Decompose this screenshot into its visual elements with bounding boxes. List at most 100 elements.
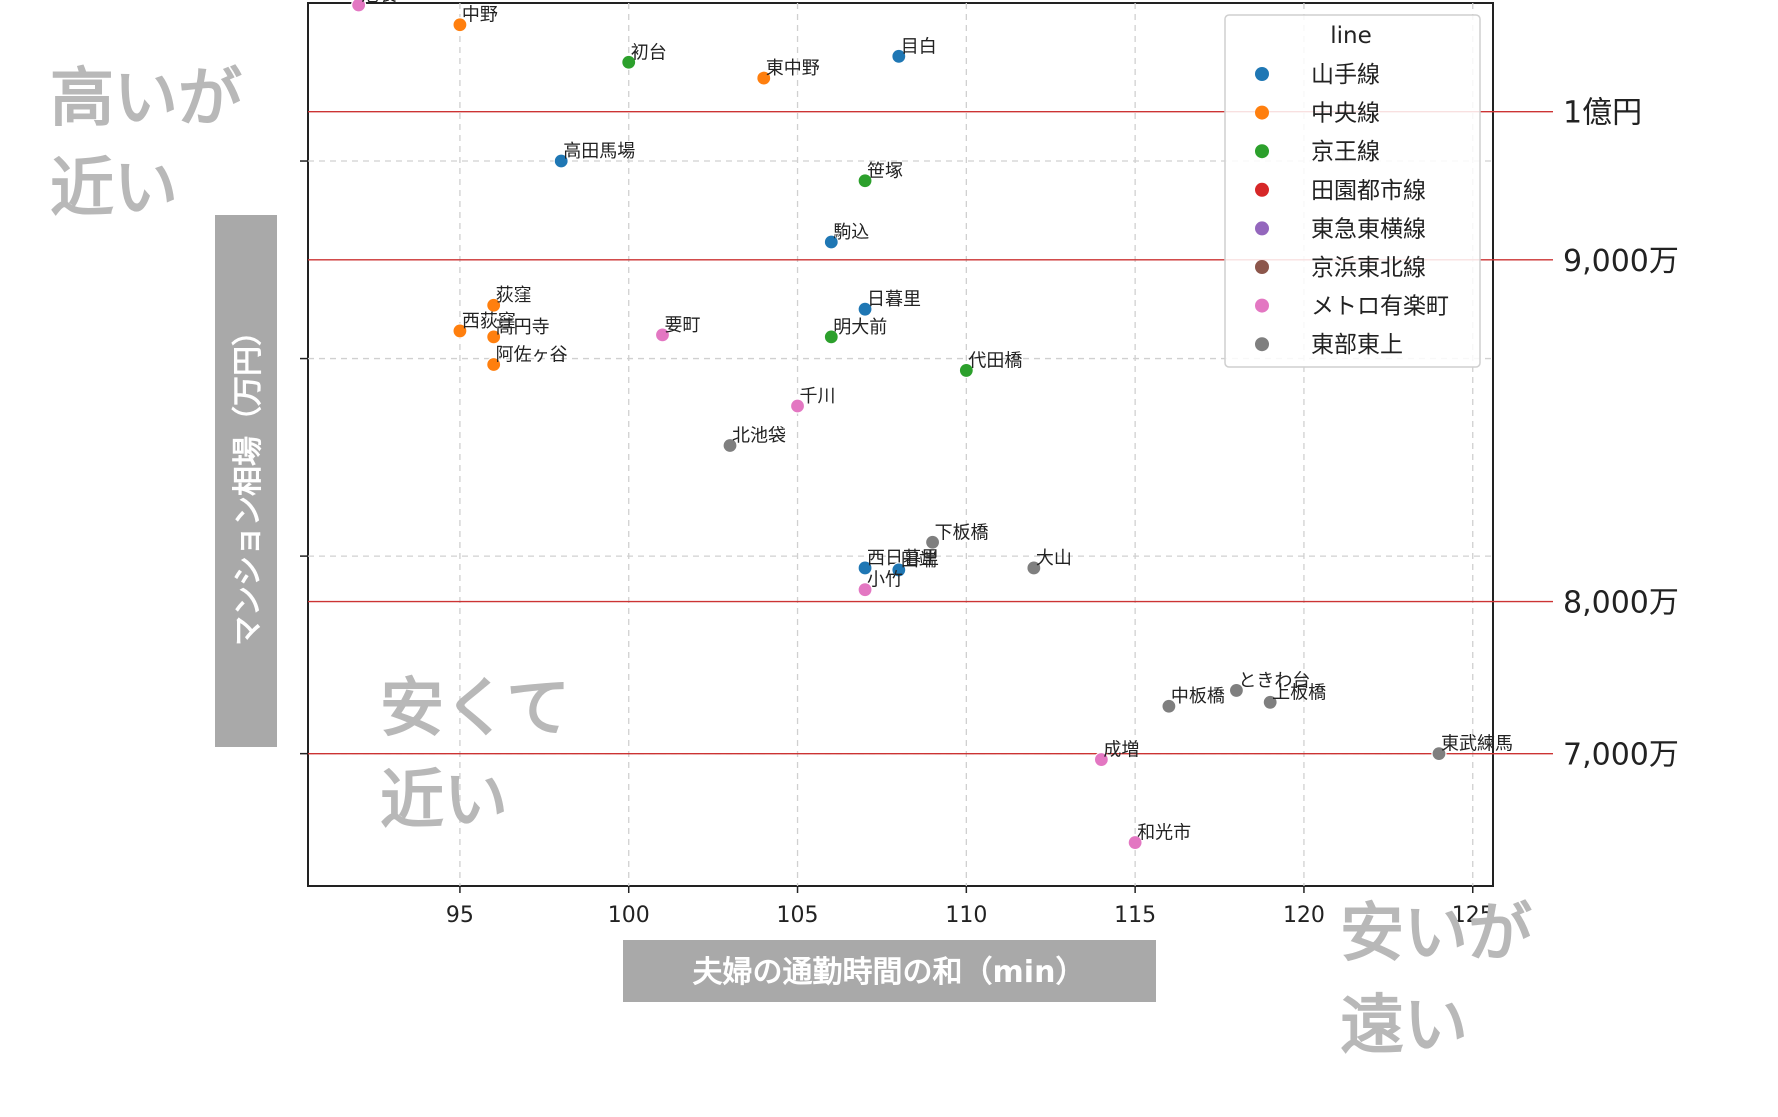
data-point	[452, 17, 468, 33]
legend-label: 山手線	[1311, 62, 1380, 88]
legend-label: 田園都市線	[1311, 178, 1426, 204]
data-point-label: 和光市	[1137, 823, 1191, 844]
legend-label: メトロ有楽町	[1311, 294, 1449, 320]
data-point-label: 田端	[901, 550, 937, 571]
data-point	[857, 173, 873, 189]
data-point-label: 荻窪	[496, 285, 532, 306]
data-point	[756, 70, 772, 86]
data-point	[452, 323, 468, 339]
data-point-label: 明大前	[833, 317, 887, 338]
annotation-bottom-left-line2: 近い	[380, 764, 508, 838]
legend-marker	[1255, 105, 1269, 120]
data-point-label: 西日暮里	[867, 548, 939, 569]
legend-label: 京浜東北線	[1311, 255, 1426, 281]
annotation-bottom-right-line2: 遠い	[1340, 989, 1468, 1063]
data-point	[621, 54, 637, 70]
legend-box	[1224, 14, 1481, 368]
data-point	[351, 0, 367, 13]
data-point-label: 要町	[664, 315, 700, 336]
data-point-label: 池袋	[361, 0, 397, 6]
legend-label: 中央線	[1311, 101, 1380, 127]
data-point-label: 中板橋	[1171, 686, 1225, 707]
data-point-label: 成増	[1103, 740, 1139, 761]
data-point	[958, 362, 974, 379]
data-point-label: 東中野	[766, 58, 820, 79]
data-point	[891, 48, 907, 64]
data-point	[486, 329, 502, 345]
reference-lines: 1億円 9,000万 8,000万 7,000万	[308, 96, 1679, 773]
data-point-label: 目白	[901, 36, 937, 57]
legend-marker	[1255, 144, 1269, 159]
data-point	[857, 560, 873, 576]
y-axis-label-background	[215, 215, 277, 747]
corner-annotation-top-left: 高いが 近い	[50, 62, 242, 226]
reference-line-label: 7,000万	[1563, 738, 1679, 773]
data-point	[722, 437, 738, 454]
data-point-label: 東武練馬	[1441, 734, 1513, 755]
data-point	[924, 534, 941, 550]
reference-line-label: 1億円	[1563, 96, 1642, 131]
data-point-label: 駒込	[833, 222, 869, 243]
legend-title: line	[1330, 23, 1372, 49]
corner-annotation-bottom-right: 安いが 遠い	[1340, 897, 1532, 1063]
y-axis-ticks	[300, 160, 308, 755]
data-point	[789, 398, 806, 414]
reference-line-label: 9,000万	[1563, 244, 1679, 279]
data-point	[1431, 746, 1447, 762]
data-point	[857, 301, 873, 317]
data-point	[486, 297, 502, 313]
x-tick-label: 115	[1114, 903, 1156, 928]
data-point	[823, 234, 839, 250]
data-point-label: 西荻窪	[462, 311, 516, 332]
data-point	[891, 562, 907, 578]
data-point	[1161, 698, 1177, 714]
legend-label: 京王線	[1311, 139, 1380, 165]
annotation-bottom-right-line1: 安いが	[1340, 897, 1532, 971]
y-axis-label-box: マンション相場（万円）	[215, 215, 277, 747]
x-tick-label: 125	[1452, 903, 1494, 928]
x-tick-label: 95	[446, 903, 474, 928]
data-point-label: 小竹	[867, 570, 903, 591]
x-tick-label: 110	[945, 903, 987, 928]
x-axis-label-background	[623, 940, 1156, 1002]
data-point	[1127, 834, 1143, 851]
data-point	[654, 327, 671, 343]
annotation-bottom-left-line1: 安くて	[380, 672, 570, 746]
data-point	[857, 582, 873, 598]
data-point	[823, 329, 839, 345]
x-axis-ticks: 95 100 105 110 115 120 125	[446, 886, 1494, 928]
data-point-label: 上板橋	[1272, 682, 1326, 703]
data-point	[1093, 751, 1109, 768]
y-axis-label: マンション相場（万円）	[231, 316, 266, 646]
data-point-label: 日暮里	[867, 289, 921, 310]
annotation-top-left-line1: 高いが	[50, 62, 242, 136]
data-point-label: 中野	[462, 5, 498, 26]
legend-marker	[1255, 260, 1269, 274]
corner-annotation-bottom-left: 安くて 近い	[380, 672, 570, 838]
data-point-label: 阿佐ヶ谷	[496, 344, 568, 365]
x-axis-label-box: 夫婦の通勤時間の和（min）	[623, 940, 1156, 1002]
data-point	[1228, 682, 1245, 699]
data-point-label: 高円寺	[496, 317, 550, 338]
data-point-label: 初台	[631, 42, 667, 63]
data-point	[553, 153, 569, 169]
data-point-label: 笹塚	[867, 161, 903, 182]
legend-marker	[1255, 298, 1269, 313]
data-point-label: 高田馬場	[563, 141, 635, 162]
legend-marker	[1255, 337, 1269, 352]
x-tick-label: 120	[1283, 903, 1325, 928]
data-point-label: ときわ台	[1238, 670, 1310, 691]
reference-line-label: 8,000万	[1563, 586, 1679, 621]
legend-marker	[1255, 67, 1269, 81]
data-point	[1262, 694, 1278, 710]
x-tick-label: 105	[777, 903, 819, 928]
data-point-label: 下板橋	[935, 522, 989, 543]
legend-label: 東部東上	[1311, 332, 1403, 358]
x-tick-label: 100	[608, 903, 650, 928]
data-point-label: 北池袋	[732, 425, 786, 446]
data-point-label: 千川	[800, 386, 836, 407]
legend-marker	[1255, 182, 1269, 197]
annotation-top-left-line2: 近い	[50, 152, 178, 226]
